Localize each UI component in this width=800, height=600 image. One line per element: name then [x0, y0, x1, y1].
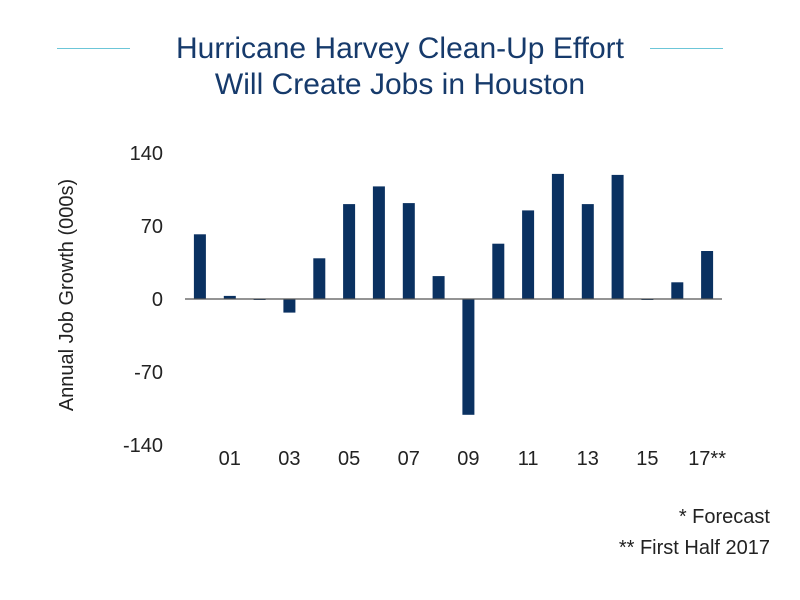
bar-16 [671, 282, 684, 299]
bar-12 [551, 173, 564, 299]
bar-06 [372, 186, 385, 299]
y-tick-label: 140 [130, 143, 163, 165]
x-tick-label: 11 [518, 448, 539, 470]
bar-09 [462, 299, 475, 415]
bar-14 [611, 174, 624, 299]
x-tick-label: 17** [688, 448, 726, 470]
chart-title-line1: Hurricane Harvey Clean-Up Effort [176, 32, 624, 65]
bar-11 [522, 210, 535, 299]
chart-title-line2: Will Create Jobs in Houston [214, 68, 586, 101]
bar-03 [283, 299, 296, 313]
x-tick-labels: 01 03 05 07 09 11 13 15 17** [219, 448, 727, 470]
bar-17 [701, 251, 714, 299]
y-tick-label: 70 [141, 216, 163, 238]
bar-04 [313, 258, 326, 299]
bar-05 [343, 204, 356, 299]
bar-10 [492, 243, 505, 299]
y-axis-label: Annual Job Growth (000s) [56, 179, 78, 411]
bars-group [193, 173, 714, 415]
x-tick-label: 05 [338, 448, 360, 470]
x-tick-label: 15 [636, 448, 658, 470]
y-tick-label: 0 [152, 289, 163, 311]
bar-08 [432, 276, 445, 299]
x-tick-label: 03 [278, 448, 300, 470]
x-tick-label: 01 [219, 448, 241, 470]
bar-13 [581, 204, 594, 299]
y-tick-label: -140 [123, 435, 163, 457]
y-tick-labels: 140 70 0 -70 -140 [123, 143, 163, 457]
x-tick-label: 07 [398, 448, 420, 470]
bar-07 [402, 203, 415, 299]
x-tick-label: 09 [457, 448, 479, 470]
bar-01 [223, 295, 236, 299]
title-rule-left [57, 48, 130, 49]
y-tick-label: -70 [134, 362, 163, 384]
first-half-note: ** First Half 2017 [618, 537, 770, 559]
x-tick-label: 13 [577, 448, 599, 470]
title-rule-right [650, 48, 723, 49]
forecast-note: * Forecast [678, 506, 770, 528]
bar-00 [193, 234, 206, 299]
